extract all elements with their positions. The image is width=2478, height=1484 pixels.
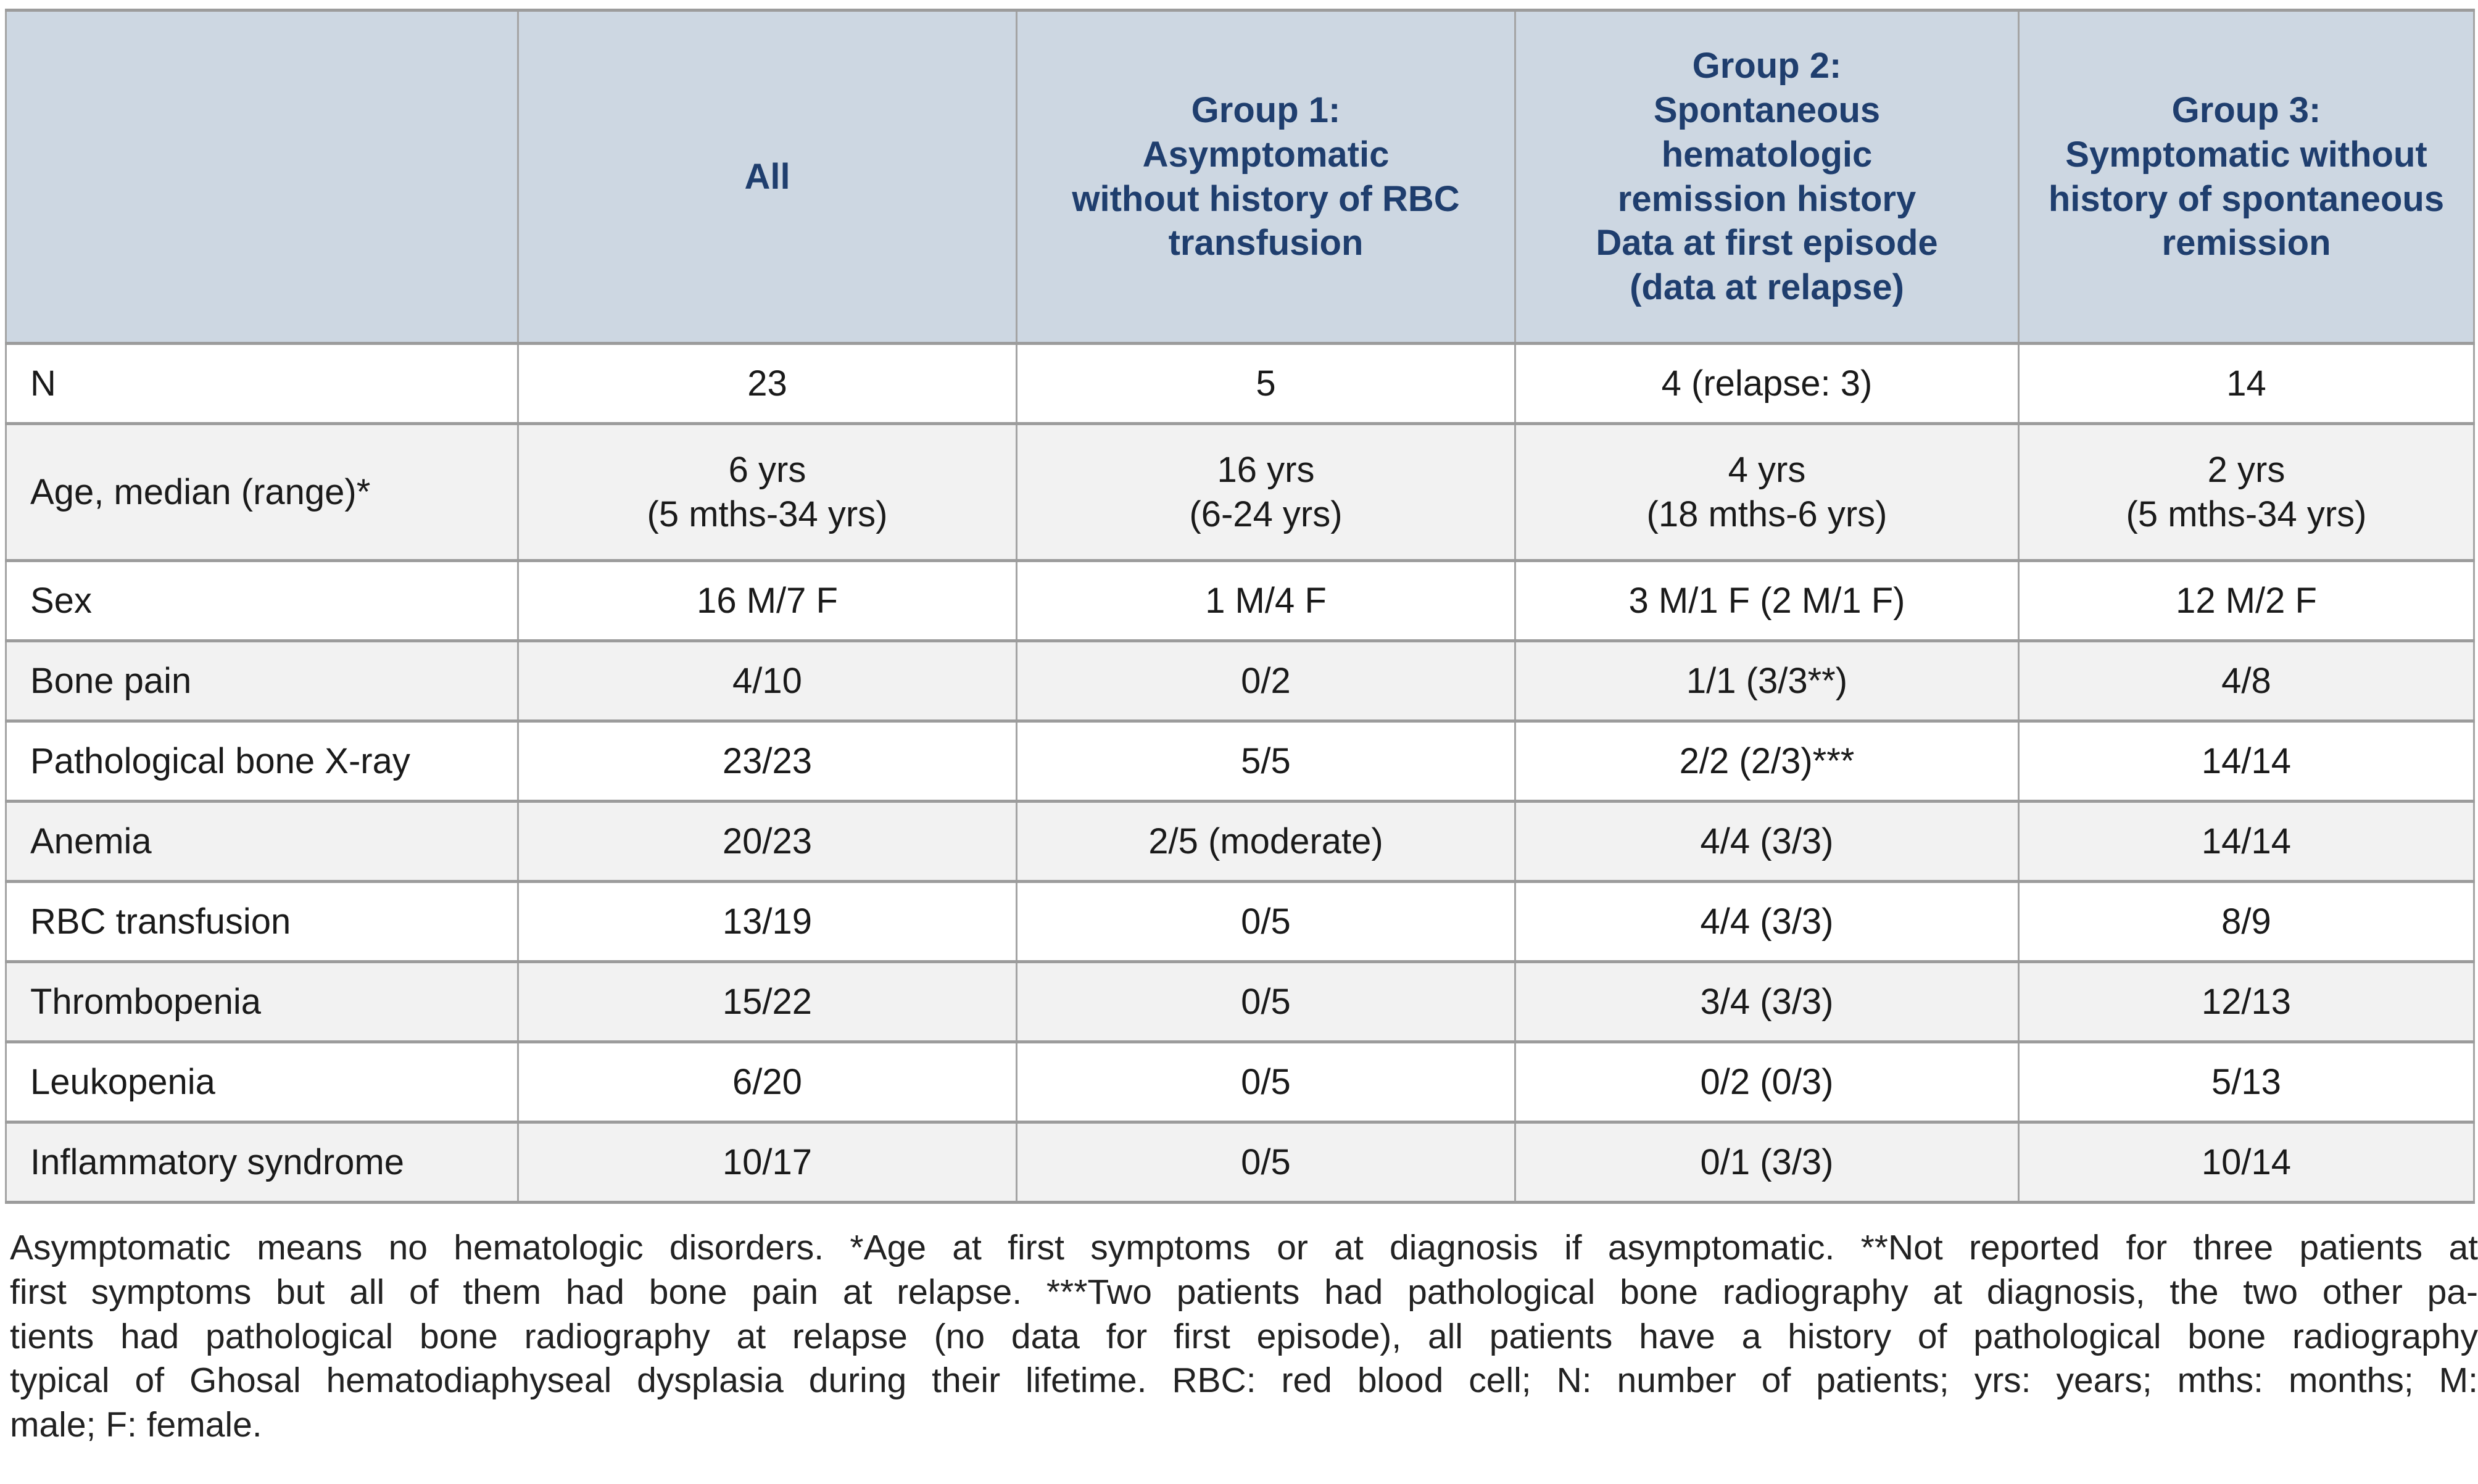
header-row: All Group 1: Asymptomatic without histor… xyxy=(5,9,2475,345)
cell-value: 4/8 xyxy=(2018,639,2475,723)
cell-value: 23 xyxy=(517,342,1017,425)
row-label: Inflammatory syndrome xyxy=(5,1121,519,1204)
cell-value: 10/14 xyxy=(2018,1121,2475,1204)
cell-value: 0/2 xyxy=(1016,639,1516,723)
cell-value: 5/5 xyxy=(1016,719,1516,803)
cell-value: 6/20 xyxy=(517,1040,1017,1124)
footnote-line: typical of Ghosal hematodiaphyseal dyspl… xyxy=(10,1361,2478,1401)
cell-value: 2 yrs (5 mths-34 yrs) xyxy=(2018,422,2475,562)
cell-value: 1/1 (3/3**) xyxy=(1514,639,2020,723)
cell-value: 2/5 (moderate) xyxy=(1016,800,1516,883)
cell-value: 4/4 (3/3) xyxy=(1514,800,2020,883)
table-row-bone-pain: Bone pain 4/10 0/2 1/1 (3/3**) 4/8 xyxy=(5,639,2475,723)
cell-value: 0/1 (3/3) xyxy=(1514,1121,2020,1204)
cell-value: 10/17 xyxy=(517,1121,1017,1204)
cell-value: 5/13 xyxy=(2018,1040,2475,1124)
cell-value: 20/23 xyxy=(517,800,1017,883)
table-row-bone-xray: Pathological bone X-ray 23/23 5/5 2/2 (2… xyxy=(5,719,2475,803)
table-row-inflammatory-syndrome: Inflammatory syndrome 10/17 0/5 0/1 (3/3… xyxy=(5,1121,2475,1204)
cell-value: 0/5 xyxy=(1016,960,1516,1043)
cell-value: 3 M/1 F (2 M/1 F) xyxy=(1514,559,2020,642)
header-cell-group1: Group 1: Asymptomatic without history of… xyxy=(1016,9,1516,345)
footnote-line: first symptoms but all of them had bone … xyxy=(10,1272,2478,1312)
table-body: N 23 5 4 (relapse: 3) 14 Age, median (ra… xyxy=(5,342,2475,1204)
row-label: N xyxy=(5,342,519,425)
table-row-sex: Sex 16 M/7 F 1 M/4 F 3 M/1 F (2 M/1 F) 1… xyxy=(5,559,2475,642)
cell-value: 0/2 (0/3) xyxy=(1514,1040,2020,1124)
cell-value: 4 yrs (18 mths-6 yrs) xyxy=(1514,422,2020,562)
cell-value: 0/5 xyxy=(1016,880,1516,963)
table-row-leukopenia: Leukopenia 6/20 0/5 0/2 (0/3) 5/13 xyxy=(5,1040,2475,1124)
row-label: Leukopenia xyxy=(5,1040,519,1124)
row-label: RBC transfusion xyxy=(5,880,519,963)
cell-value: 5 xyxy=(1016,342,1516,425)
row-label: Anemia xyxy=(5,800,519,883)
cell-value: 16 yrs (6-24 yrs) xyxy=(1016,422,1516,562)
table-row-anemia: Anemia 20/23 2/5 (moderate) 4/4 (3/3) 14… xyxy=(5,800,2475,883)
footnote: Asymptomatic means no hematologic disord… xyxy=(10,1226,2478,1448)
cell-value: 12 M/2 F xyxy=(2018,559,2475,642)
row-label: Bone pain xyxy=(5,639,519,723)
table-row-age: Age, median (range)* 6 yrs (5 mths-34 yr… xyxy=(5,422,2475,562)
cell-value: 6 yrs (5 mths-34 yrs) xyxy=(517,422,1017,562)
cell-value: 14 xyxy=(2018,342,2475,425)
cell-value: 4 (relapse: 3) xyxy=(1514,342,2020,425)
table-row-rbc-transfusion: RBC transfusion 13/19 0/5 4/4 (3/3) 8/9 xyxy=(5,880,2475,963)
cell-value: 4/4 (3/3) xyxy=(1514,880,2020,963)
cell-value: 0/5 xyxy=(1016,1040,1516,1124)
header-cell-empty xyxy=(5,9,519,345)
row-label: Sex xyxy=(5,559,519,642)
cell-value: 14/14 xyxy=(2018,800,2475,883)
cell-value: 1 M/4 F xyxy=(1016,559,1516,642)
cell-value: 14/14 xyxy=(2018,719,2475,803)
footnote-line: male; F: female. xyxy=(10,1405,262,1445)
cell-value: 15/22 xyxy=(517,960,1017,1043)
row-label: Age, median (range)* xyxy=(5,422,519,562)
cell-value: 16 M/7 F xyxy=(517,559,1017,642)
cell-value: 0/5 xyxy=(1016,1121,1516,1204)
cell-value: 8/9 xyxy=(2018,880,2475,963)
header-cell-group2: Group 2: Spontaneous hematologic remissi… xyxy=(1514,9,2020,345)
cell-value: 12/13 xyxy=(2018,960,2475,1043)
cell-value: 13/19 xyxy=(517,880,1017,963)
table-header: All Group 1: Asymptomatic without histor… xyxy=(5,9,2475,345)
cell-value: 3/4 (3/3) xyxy=(1514,960,2020,1043)
cell-value: 2/2 (2/3)*** xyxy=(1514,719,2020,803)
cell-value: 4/10 xyxy=(517,639,1017,723)
cell-value: 23/23 xyxy=(517,719,1017,803)
footnote-line: tients had pathological bone radiography… xyxy=(10,1316,2478,1356)
row-label: Pathological bone X-ray xyxy=(5,719,519,803)
page: All Group 1: Asymptomatic without histor… xyxy=(5,9,2478,1448)
table-row-n: N 23 5 4 (relapse: 3) 14 xyxy=(5,342,2475,425)
table-row-thrombopenia: Thrombopenia 15/22 0/5 3/4 (3/3) 12/13 xyxy=(5,960,2475,1043)
footnote-line: Asymptomatic means no hematologic disord… xyxy=(10,1228,2478,1267)
patient-groups-table: All Group 1: Asymptomatic without histor… xyxy=(5,9,2475,1204)
header-cell-all: All xyxy=(517,9,1017,345)
header-cell-group3: Group 3: Symptomatic without history of … xyxy=(2018,9,2475,345)
row-label: Thrombopenia xyxy=(5,960,519,1043)
